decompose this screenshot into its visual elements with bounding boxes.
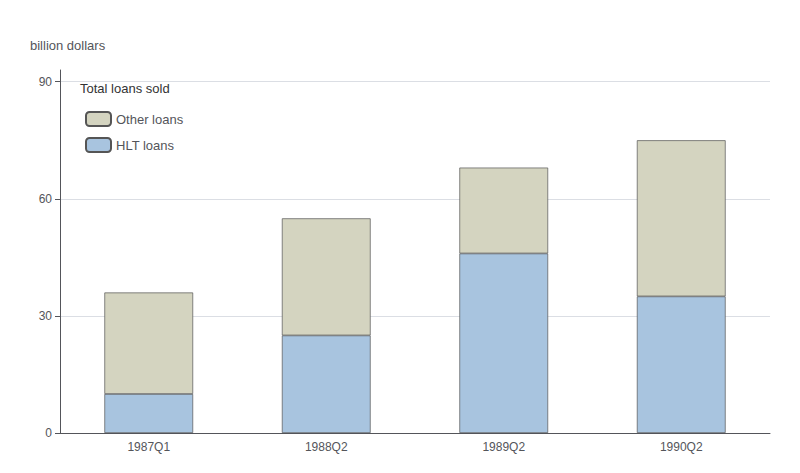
svg-text:1990Q2: 1990Q2 <box>660 440 703 454</box>
svg-text:Other loans: Other loans <box>116 112 184 127</box>
svg-text:1987Q1: 1987Q1 <box>127 440 170 454</box>
svg-text:1989Q2: 1989Q2 <box>482 440 525 454</box>
svg-text:90: 90 <box>39 75 53 89</box>
svg-text:0: 0 <box>45 426 52 440</box>
svg-text:billion dollars: billion dollars <box>30 38 106 53</box>
svg-text:30: 30 <box>39 309 53 323</box>
svg-text:HLT loans: HLT loans <box>116 138 175 153</box>
svg-text:Total loans sold: Total loans sold <box>80 81 170 96</box>
svg-text:1988Q2: 1988Q2 <box>305 440 348 454</box>
svg-text:60: 60 <box>39 192 53 206</box>
